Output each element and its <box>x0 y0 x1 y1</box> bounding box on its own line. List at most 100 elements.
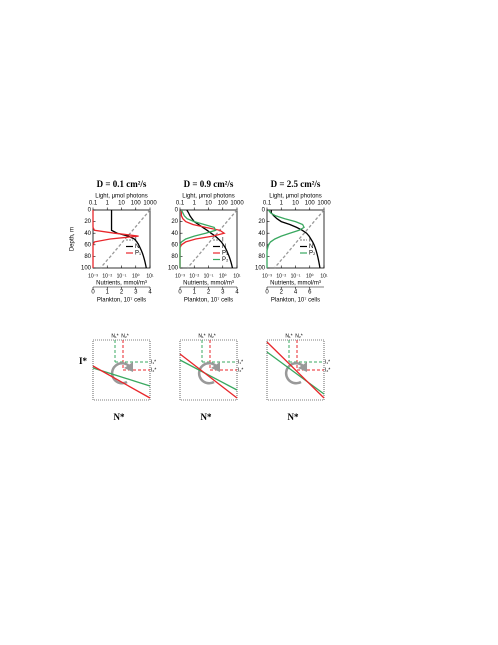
plankton-tick-label: 0 <box>91 290 95 296</box>
series-line <box>179 209 217 268</box>
n2-label: N₂* <box>208 333 216 339</box>
nutrient-tick-label: 10⁻¹ <box>291 273 301 279</box>
light-tick-label: 1 <box>106 201 110 207</box>
y-axis-title: I* <box>79 356 88 366</box>
plot-frame <box>92 209 151 269</box>
n1-label: N₁* <box>198 333 205 339</box>
y-tick-label: 60 <box>171 242 178 248</box>
x-axis-title: N* <box>201 412 212 422</box>
plankton-tick-label: 2 <box>120 290 124 296</box>
y-tick-label: 40 <box>171 231 178 237</box>
light-axis-title: Light, μmol photons <box>269 194 322 200</box>
plankton-axis-title: Plankton, 10⁷ cells <box>271 297 320 304</box>
plankton-tick-label: 4 <box>148 290 152 296</box>
light-tick-label: 10 <box>118 201 125 207</box>
nutrient-tick-label: 10⁰ <box>306 273 314 279</box>
legend-label: N <box>309 244 313 250</box>
series-line <box>266 209 305 268</box>
chart-title: D = 0.1 cm²/s <box>97 179 147 189</box>
light-tick-label: 100 <box>305 201 316 207</box>
legend-label: P₂ <box>222 257 229 263</box>
plankton-tick-label: 4 <box>235 290 239 296</box>
y-axis-title: Depth, m <box>70 227 76 251</box>
nutrient-tick-label: 10¹ <box>233 273 241 279</box>
green-isocline <box>179 359 238 391</box>
y-tick-label: 20 <box>258 219 265 225</box>
nutrient-axis-title: Nutrients, mmol/m³ <box>183 281 234 287</box>
n1-label: N₁* <box>111 333 118 339</box>
nutrient-tick-label: 10⁻¹ <box>117 273 127 279</box>
cycle-arrow-head <box>298 362 307 372</box>
x-axis-title: N* <box>114 412 125 422</box>
light-axis-title: Light, μmol photons <box>95 194 148 200</box>
y-tick-label: 80 <box>171 254 178 260</box>
n2-label: N₂* <box>295 333 303 339</box>
nutrient-tick-label: 10⁻³ <box>175 273 185 279</box>
light-tick-label: 0.1 <box>89 201 98 207</box>
nutrient-tick-label: 10⁻² <box>189 273 199 279</box>
legend-label: N <box>222 244 226 250</box>
chart-title: D = 0.9 cm²/s <box>184 179 234 189</box>
plankton-tick-label: 4 <box>294 290 298 296</box>
y-tick-label: 20 <box>84 219 91 225</box>
i2-label: I₂* <box>238 367 243 373</box>
nutrient-tick-label: 10⁰ <box>219 273 227 279</box>
diagram-frame <box>92 339 151 401</box>
plankton-tick-label: 2 <box>207 290 211 296</box>
light-tick-label: 100 <box>218 201 229 207</box>
light-tick-label: 0.1 <box>263 201 272 207</box>
nutrient-axis-title: Nutrients, mmol/m³ <box>96 281 147 287</box>
red-isocline <box>266 341 325 399</box>
i1-label: I₁* <box>151 359 156 365</box>
nutrient-tick-label: 10¹ <box>320 273 328 279</box>
plankton-tick-label: 3 <box>221 290 225 296</box>
plankton-tick-label: 1 <box>193 290 197 296</box>
y-tick-label: 100 <box>81 266 92 272</box>
cycle-arrow <box>110 362 130 385</box>
red-isocline <box>92 365 151 399</box>
i2-label: I₂* <box>151 367 156 373</box>
y-tick-label: 80 <box>258 254 265 260</box>
light-tick-label: 1000 <box>230 201 244 207</box>
legend-label: N <box>135 244 139 250</box>
light-tick-label: 1 <box>193 201 197 207</box>
plankton-tick-label: 0 <box>178 290 182 296</box>
plankton-axis-title: Plankton, 10⁷ cells <box>97 297 146 304</box>
series-line <box>100 209 151 269</box>
plankton-tick-label: 6 <box>308 290 312 296</box>
cycle-arrow-head <box>124 362 133 372</box>
green-isocline <box>266 351 325 395</box>
i2-label: I₂* <box>325 367 330 373</box>
red-isocline <box>179 353 238 399</box>
nutrient-tick-label: 10⁻² <box>276 273 286 279</box>
series-line <box>92 210 139 268</box>
plankton-tick-label: 3 <box>134 290 138 296</box>
plankton-tick-label: 2 <box>280 290 284 296</box>
legend-label: P₁ <box>135 251 141 257</box>
series-line <box>270 210 321 269</box>
series-line <box>274 209 325 269</box>
y-tick-label: 80 <box>84 254 91 260</box>
y-tick-label: 100 <box>168 266 179 272</box>
legend-label: P₁ <box>222 251 228 257</box>
y-tick-label: 60 <box>84 242 91 248</box>
series-line <box>187 209 238 269</box>
nutrient-tick-label: 10¹ <box>146 273 154 279</box>
y-tick-label: 0 <box>88 208 92 214</box>
n2-label: N₂* <box>121 333 129 339</box>
plankton-tick-label: 1 <box>106 290 110 296</box>
y-tick-label: 40 <box>258 231 265 237</box>
light-tick-label: 10 <box>205 201 212 207</box>
light-tick-label: 100 <box>131 201 142 207</box>
y-tick-label: 40 <box>84 231 91 237</box>
nutrient-tick-label: 10⁰ <box>132 273 140 279</box>
i1-label: I₁* <box>325 359 330 365</box>
light-axis-title: Light, μmol photons <box>182 194 235 200</box>
series-line <box>110 210 147 269</box>
n1-label: N₁* <box>285 333 292 339</box>
nutrient-tick-label: 10⁻¹ <box>204 273 214 279</box>
cycle-arrow <box>197 362 217 385</box>
light-tick-label: 1 <box>280 201 284 207</box>
i1-label: I₁* <box>238 359 243 365</box>
